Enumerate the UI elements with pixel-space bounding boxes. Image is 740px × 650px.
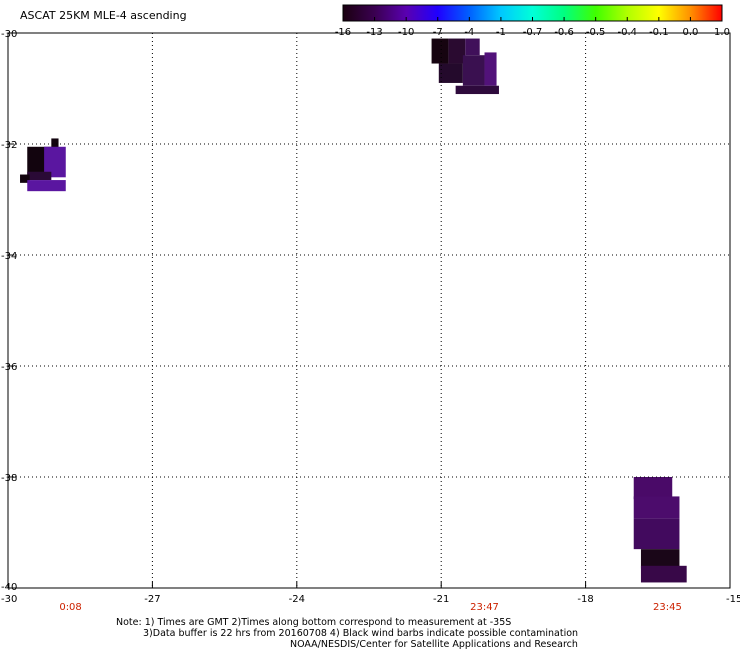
note-line-1: Note: 1) Times are GMT 2)Times along bot…: [116, 617, 512, 628]
swath-cell: [51, 138, 59, 150]
pass-time-label: 0:08: [59, 602, 81, 613]
swath-cell: [462, 55, 485, 86]
swath-cell: [27, 180, 66, 192]
swath-cell: [20, 174, 30, 183]
swath-cell: [484, 52, 497, 86]
swath-cell: [640, 549, 680, 569]
swath-cell: [633, 518, 680, 550]
lat-tick-label: -38: [1, 473, 17, 484]
lon-label-right: -15: [726, 594, 740, 605]
lon-tick-label: -21: [433, 594, 449, 605]
lon-label-left: -30: [1, 594, 17, 605]
swath-cell: [448, 38, 466, 64]
swath-cell: [438, 63, 463, 83]
swath-cell: [44, 146, 66, 178]
lat-tick-label: -36: [1, 362, 17, 373]
pass-time-label: 23:45: [653, 602, 682, 613]
lat-label-top: -30: [1, 29, 17, 40]
note-line-3: NOAA/NESDIS/Center for Satellite Applica…: [290, 639, 578, 650]
lat-tick-label: -34: [1, 251, 17, 262]
swath-cell: [431, 38, 449, 64]
lon-tick-label: -18: [577, 594, 593, 605]
swath-cell: [640, 565, 687, 583]
axis-labels: -27 -24 -21 -18 -32 -34 -36 -38: [1, 140, 594, 605]
note-line-2: 3)Data buffer is 22 hrs from 20160708 4)…: [143, 628, 579, 639]
lon-tick-label: -24: [289, 594, 305, 605]
pass-time-label: 23:47: [470, 602, 499, 613]
lat-lon-grid: [8, 33, 730, 588]
lat-tick-label: -32: [1, 140, 17, 151]
map-title: ASCAT 25KM MLE-4 ascending: [20, 9, 187, 22]
map-frame: [7, 32, 731, 589]
swath-cell: [27, 171, 52, 181]
swath-cell: [633, 477, 673, 500]
pass-times: 0:08 23:47 23:45: [59, 602, 682, 613]
lat-label-bottom: -40: [1, 582, 17, 593]
swath-cell: [455, 85, 499, 95]
swath-cell: [465, 38, 480, 56]
swath-cell: [633, 496, 680, 519]
lon-tick-label: -27: [144, 594, 160, 605]
swath-cells: [20, 38, 687, 583]
